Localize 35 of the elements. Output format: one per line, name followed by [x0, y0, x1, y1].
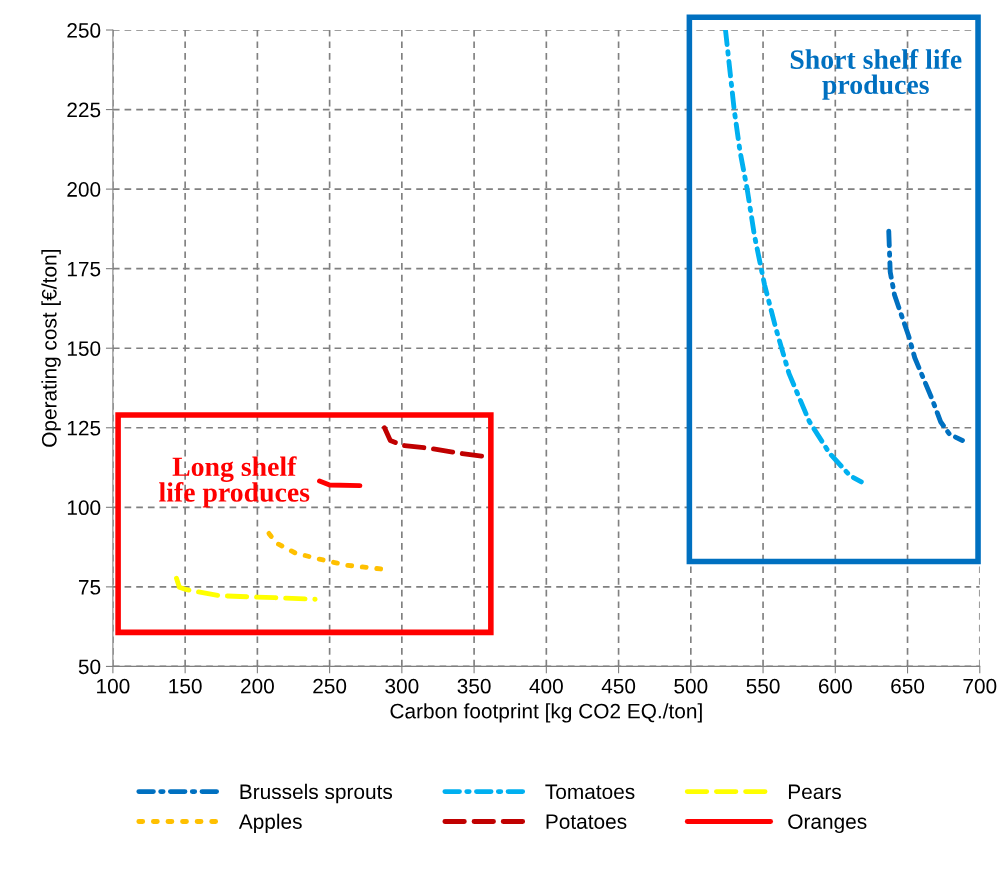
y-tick-label: 125	[67, 420, 101, 436]
legend-label: Apples	[238, 813, 302, 834]
y-tick-label: 150	[67, 341, 101, 356]
legend-label: Pears	[788, 784, 841, 800]
x-tick-label: 450	[601, 678, 636, 694]
y-tick-label: 200	[67, 182, 101, 197]
y-tick-label: 50	[78, 659, 101, 675]
x-tick-label: 200	[241, 678, 274, 694]
line-series	[886, 228, 965, 443]
x-tick-label: 550	[746, 678, 780, 694]
y-tick-label: 225	[67, 102, 101, 118]
legend-label: Potatoes	[546, 814, 627, 829]
x-tick-label: 700	[963, 678, 997, 694]
y-tick-label: 75	[78, 580, 101, 595]
x-tick-label: 300	[385, 678, 419, 694]
legend-label: Tomatoes	[545, 784, 635, 800]
x-tick-label: 650	[891, 678, 925, 694]
x-tick-label: 600	[818, 678, 852, 694]
x-tick-label: 100	[97, 678, 130, 694]
annotation: Long shelf life produces	[159, 456, 310, 508]
x-tick-label: 400	[529, 678, 563, 694]
y-tick-label: 250	[67, 23, 101, 38]
legend-label: Oranges	[788, 814, 867, 834]
x-tick-label: 150	[169, 678, 202, 694]
line-series	[382, 425, 487, 459]
line-series	[174, 575, 318, 602]
x-tick-label: 500	[674, 678, 708, 694]
x-tick-label: 250	[313, 678, 347, 694]
legend-label: Brussels sprouts	[240, 783, 393, 804]
y-axis-title: Operating cost [€/ton]	[41, 250, 61, 447]
y-tick-label: 175	[67, 261, 101, 277]
x-axis-title: Carbon footprint [kg CO2 EQ./ton]	[390, 703, 702, 723]
annotation: Short shelf life produces	[790, 49, 962, 100]
y-tick-label: 100	[67, 500, 101, 516]
x-tick-label: 350	[457, 678, 491, 694]
